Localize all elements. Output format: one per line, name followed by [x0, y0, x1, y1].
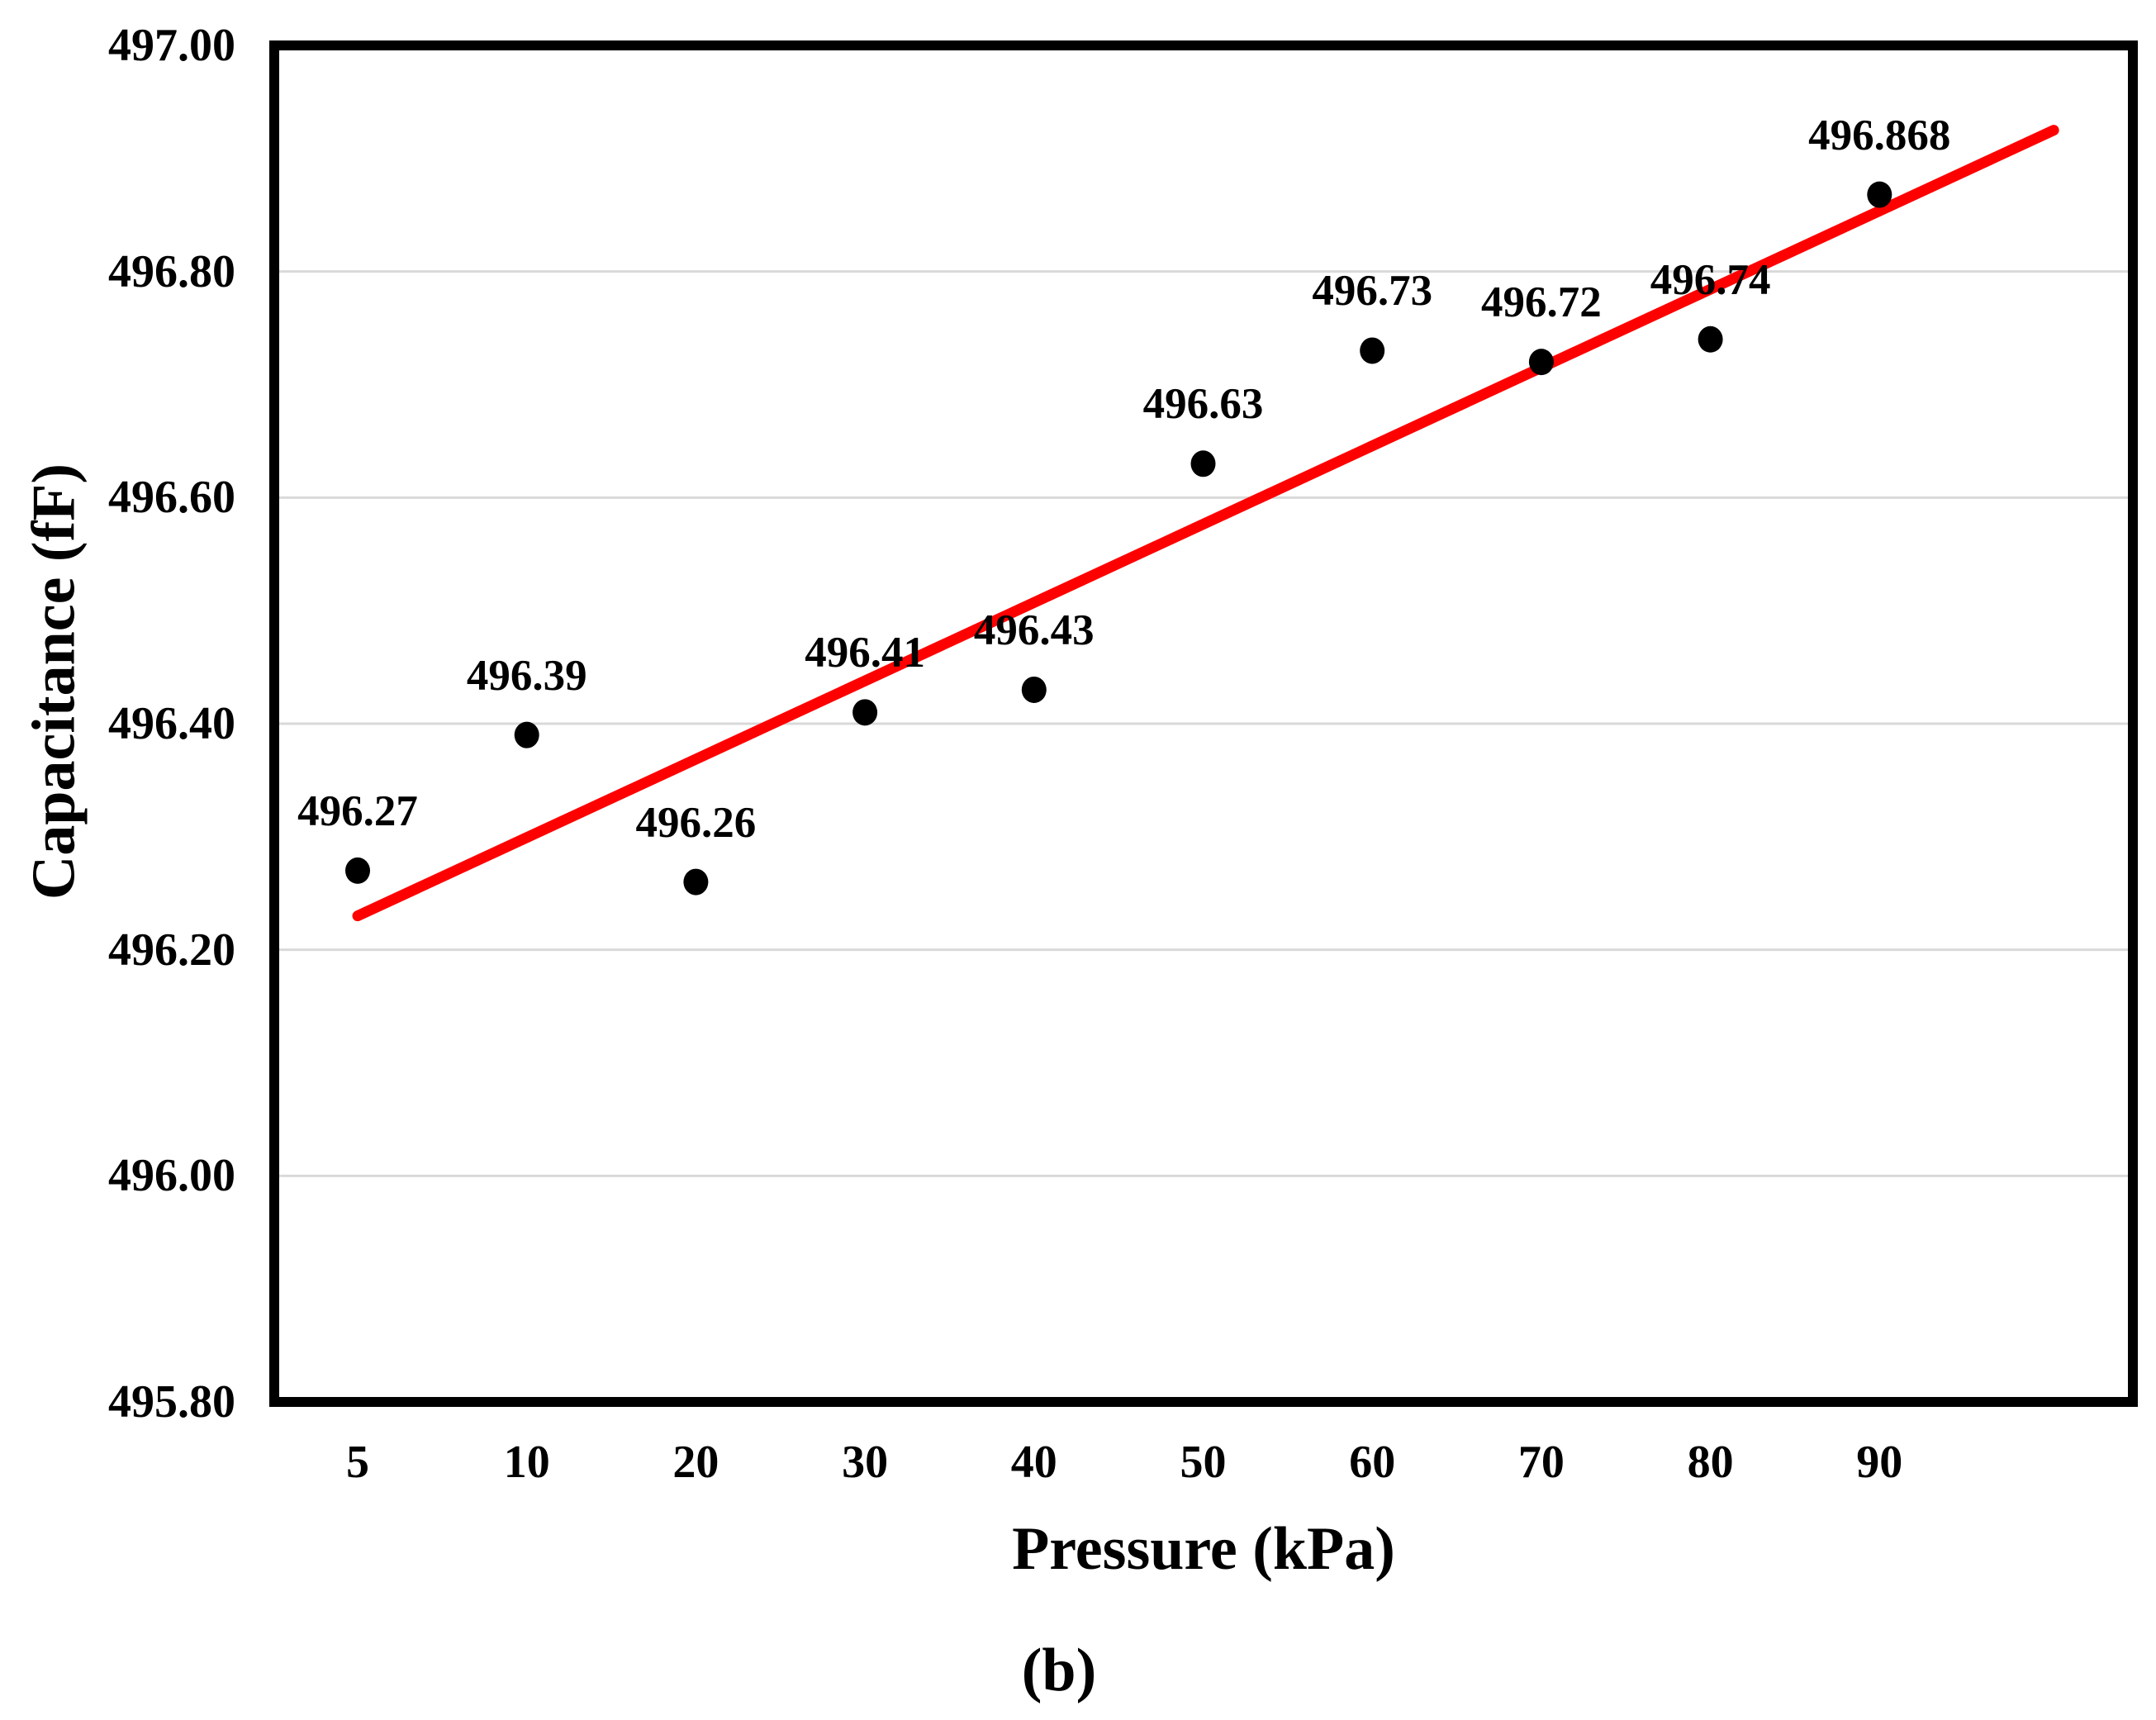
x-tick-label: 40	[1010, 1437, 1057, 1488]
data-point-marker	[683, 868, 709, 896]
x-tick-label: 80	[1687, 1437, 1734, 1488]
data-point-label: 496.39	[466, 651, 587, 700]
data-point-marker	[1867, 181, 1892, 208]
data-point-label: 496.63	[1142, 380, 1264, 429]
x-tick-label: 50	[1180, 1437, 1227, 1488]
data-point-label: 496.73	[1312, 267, 1433, 316]
data-point-label: 496.41	[805, 629, 925, 677]
data-point-label: 496.26	[635, 798, 757, 847]
x-tick-label: 90	[1856, 1437, 1903, 1488]
y-tick-label: 496.40	[108, 698, 235, 749]
y-tick-label: 497.00	[108, 20, 235, 71]
data-point-label: 496.868	[1808, 111, 1951, 159]
data-point-marker	[1021, 676, 1047, 703]
x-tick-label: 60	[1349, 1437, 1396, 1488]
x-tick-label: 5	[346, 1437, 369, 1488]
trendline	[352, 125, 2059, 922]
y-tick-label: 496.80	[108, 245, 235, 297]
data-point-marker	[1528, 349, 1554, 376]
data-point-marker	[345, 857, 370, 884]
data-point-label: 496.74	[1650, 255, 1771, 304]
data-point-marker	[514, 721, 539, 748]
x-tick-label: 20	[672, 1437, 719, 1488]
data-point-marker	[1360, 337, 1385, 364]
data-point-marker	[852, 699, 878, 726]
data-point-label: 496.43	[973, 606, 1095, 654]
data-point-label: 496.72	[1481, 278, 1602, 327]
data-point-marker	[1698, 325, 1723, 353]
figure-caption: (b)	[1021, 1637, 1097, 1704]
y-axis-title: Capacitance (fF)	[20, 463, 88, 900]
y-tick-label: 495.80	[108, 1376, 235, 1428]
x-axis-title: Pressure (kPa)	[1012, 1515, 1395, 1583]
y-tick-label: 496.60	[108, 472, 235, 524]
y-tick-label: 496.00	[108, 1150, 235, 1202]
plot-border	[269, 40, 2138, 1407]
y-tick-label: 496.20	[108, 924, 235, 976]
data-point-label: 496.27	[297, 786, 418, 835]
x-tick-label: 70	[1517, 1437, 1565, 1488]
data-point-marker	[1190, 450, 1216, 478]
x-tick-label: 10	[503, 1437, 550, 1488]
x-tick-label: 30	[842, 1437, 889, 1488]
